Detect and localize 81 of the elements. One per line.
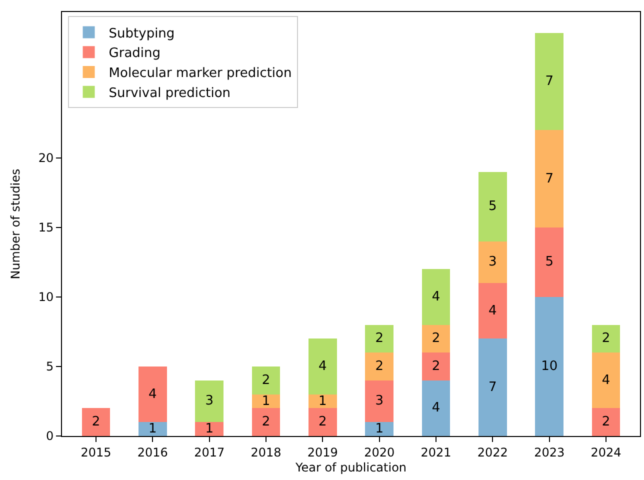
data-label: 1 [205, 422, 214, 437]
data-label: 7 [488, 380, 497, 395]
x-tick-label: 2021 [420, 445, 452, 460]
bar [308, 408, 337, 436]
bar [308, 394, 337, 408]
y-tick-label: 20 [38, 151, 54, 166]
data-label: 2 [602, 331, 610, 346]
legend-label: Molecular marker prediction [108, 66, 292, 82]
bar [252, 366, 280, 394]
bar [535, 130, 564, 228]
data-label: 5 [488, 199, 497, 214]
bar [195, 422, 224, 436]
x-tick-label: 2018 [250, 445, 282, 460]
bar [592, 352, 620, 408]
data-label: 7 [545, 74, 554, 90]
bar [478, 241, 507, 284]
x-tick-label: 2017 [194, 445, 225, 460]
y-tick-label: 15 [38, 220, 54, 235]
data-label: 2 [375, 358, 384, 374]
y-tick-label: 5 [46, 360, 54, 374]
data-label: 2 [375, 331, 384, 346]
bar [138, 422, 167, 436]
y-axis-title: Number of studies [8, 168, 23, 280]
data-label: 7 [545, 171, 554, 186]
bar [252, 394, 280, 408]
legend-label: Grading [108, 46, 161, 62]
bar [535, 32, 564, 130]
x-tick-label: 2019 [307, 445, 338, 460]
x-axis-title: Year of publication [294, 460, 407, 474]
legend-label: Subtyping [108, 26, 175, 42]
data-label: 4 [318, 358, 327, 374]
data-label: 4 [432, 400, 440, 416]
x-tick-label: 2024 [590, 445, 622, 460]
data-label: 3 [205, 394, 214, 409]
data-label: 2 [602, 414, 610, 430]
data-label: 2 [432, 331, 440, 346]
data-label: 2 [262, 414, 270, 430]
data-label: 2 [262, 372, 270, 388]
bar [478, 283, 507, 339]
bar [422, 269, 450, 325]
bar [592, 408, 620, 436]
bar [138, 366, 167, 422]
bar [365, 324, 394, 353]
bar [422, 324, 450, 353]
data-label: 1 [148, 422, 157, 437]
data-label: 5 [545, 254, 554, 270]
x-tick-label: 2016 [137, 445, 168, 460]
data-label: 4 [432, 289, 440, 304]
data-label: 4 [488, 303, 497, 318]
x-tick-label: 2015 [80, 445, 112, 460]
bar [365, 352, 394, 380]
data-label: 2 [92, 414, 100, 430]
bar [478, 338, 507, 436]
data-label: 2 [318, 414, 327, 430]
x-tick-label: 2020 [364, 445, 395, 460]
data-label: 1 [262, 394, 270, 409]
data-label: 3 [488, 254, 497, 270]
data-label: 1 [318, 394, 327, 409]
data-label: 2 [432, 358, 440, 374]
data-label: 1 [375, 422, 384, 437]
legend-label: Survival prediction [108, 86, 231, 101]
data-label: 4 [148, 386, 157, 402]
bar [422, 380, 450, 436]
x-tick-label: 2023 [534, 445, 565, 460]
bar [82, 408, 110, 436]
bar [592, 324, 620, 353]
y-tick-label: 0 [46, 429, 54, 444]
bar [365, 380, 394, 422]
x-tick-label: 2022 [477, 445, 508, 460]
bar [422, 352, 450, 380]
bar [365, 422, 394, 436]
data-label: 10 [541, 358, 558, 374]
bar [535, 227, 564, 297]
data-label: 4 [602, 372, 610, 388]
bar [478, 172, 507, 242]
bar [535, 296, 564, 436]
y-tick-label: 10 [38, 290, 54, 304]
bar [252, 408, 280, 436]
data-label: 3 [375, 394, 384, 409]
bar [195, 380, 224, 422]
bar [308, 338, 337, 394]
